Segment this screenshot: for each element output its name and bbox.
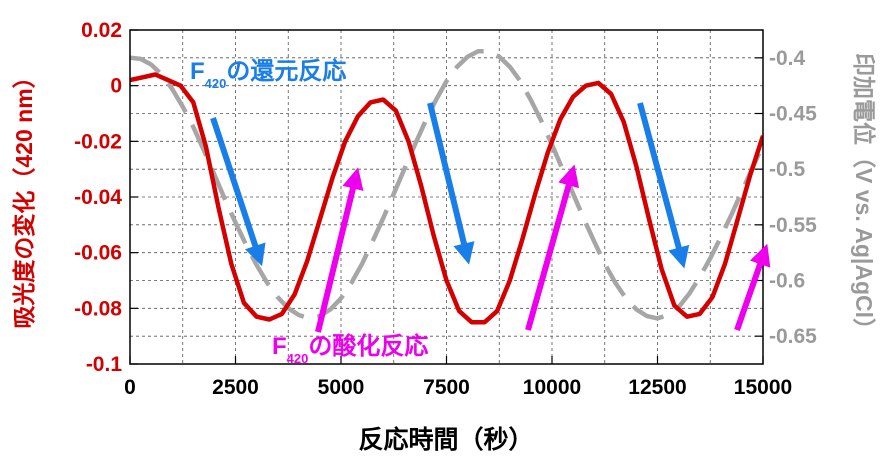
reduction-annotation-sub: 420 <box>205 76 227 91</box>
oxidation-arrow <box>734 243 771 331</box>
oxidation-arrow <box>315 167 364 333</box>
reduction-annotation-prefix: F <box>190 58 205 85</box>
right-tick-label: -0.5 <box>769 158 806 181</box>
reduction-annotation: F420の還元反応 <box>190 57 346 91</box>
x-tick-label: 12500 <box>628 376 686 399</box>
oxidation-annotation-sub: 420 <box>287 351 309 366</box>
left-axis-label: 吸光度の変化（420 nm） <box>11 65 37 328</box>
left-tick-label: -0.04 <box>74 186 122 209</box>
reduction-arrow <box>210 117 266 267</box>
oxidation-arrow <box>525 164 580 331</box>
x-tick-label: 2500 <box>212 376 259 399</box>
reduction-arrow <box>637 102 690 269</box>
annotation-arrows <box>210 102 771 333</box>
x-tick-label: 5000 <box>318 376 365 399</box>
x-axis-label: 反応時間（秒） <box>358 425 533 454</box>
right-tick-label: -0.55 <box>769 214 817 237</box>
left-tick-label: -0.1 <box>86 353 123 376</box>
left-tick-label: 0.02 <box>81 19 122 42</box>
right-tick-label: -0.6 <box>769 270 805 293</box>
x-tick-label: 0 <box>124 376 136 399</box>
left-tick-label: -0.08 <box>74 297 122 320</box>
x-axis-ticks: 0 2500 5000 7500 10000 12500 15000 <box>124 356 792 399</box>
oxidation-annotation-prefix: F <box>272 333 287 360</box>
left-tick-label: -0.06 <box>74 242 122 265</box>
right-tick-label: -0.45 <box>769 103 817 126</box>
right-tick-label: -0.4 <box>769 47 806 70</box>
oxidation-annotation-text: の酸化反応 <box>308 332 428 360</box>
x-tick-label: 10000 <box>523 376 581 399</box>
series-layer <box>130 48 763 325</box>
right-tick-label: -0.65 <box>769 325 817 348</box>
right-axis-ticks: -0.4 -0.45 -0.5 -0.55 -0.6 -0.65 <box>755 47 817 348</box>
reduction-arrow <box>427 102 475 265</box>
x-tick-label: 15000 <box>734 376 792 399</box>
oxidation-annotation: F420の酸化反応 <box>272 332 428 366</box>
reduction-annotation-text: の還元反応 <box>226 57 346 85</box>
absorbance-series-line <box>130 72 763 325</box>
left-tick-label: -0.02 <box>74 130 122 153</box>
potential-series-line <box>130 48 763 321</box>
x-tick-label: 7500 <box>423 376 470 399</box>
left-tick-label: 0 <box>110 75 122 98</box>
right-axis-label: 印加電位（V vs. Ag|AgCl） <box>851 53 877 341</box>
left-axis-ticks: 0.02 0 -0.02 -0.04 -0.06 -0.08 -0.1 <box>74 19 138 376</box>
